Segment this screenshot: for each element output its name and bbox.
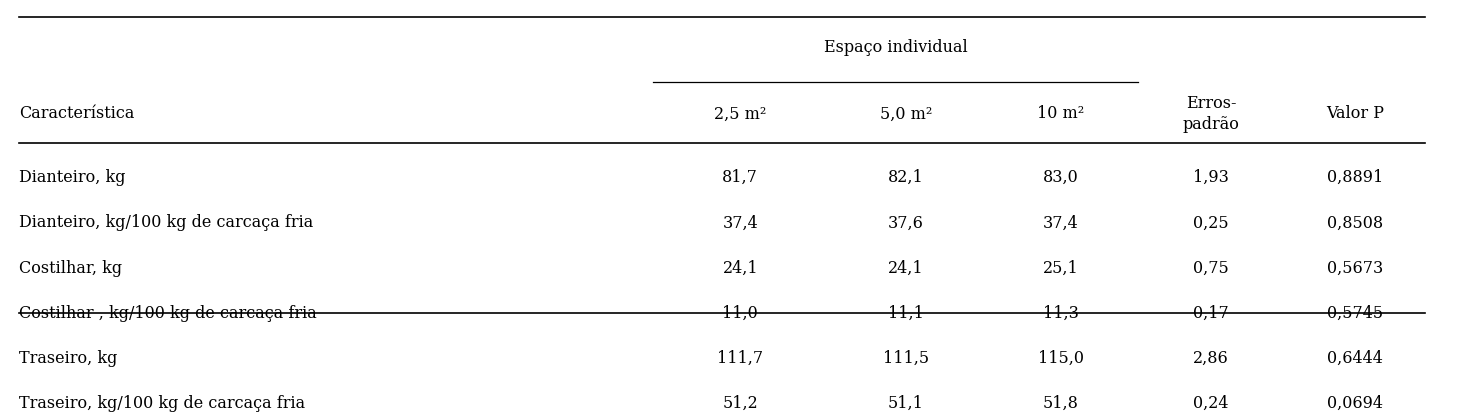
- Text: 0,5673: 0,5673: [1327, 259, 1382, 276]
- Text: 10 m²: 10 m²: [1038, 106, 1085, 123]
- Text: 37,4: 37,4: [1044, 214, 1079, 231]
- Text: 0,6444: 0,6444: [1327, 350, 1382, 367]
- Text: 115,0: 115,0: [1038, 350, 1083, 367]
- Text: 2,86: 2,86: [1193, 350, 1229, 367]
- Text: 0,5745: 0,5745: [1327, 305, 1382, 322]
- Text: 51,2: 51,2: [723, 395, 758, 412]
- Text: 24,1: 24,1: [888, 259, 924, 276]
- Text: 51,1: 51,1: [888, 395, 924, 412]
- Text: 37,6: 37,6: [888, 214, 924, 231]
- Text: Característica: Característica: [19, 106, 133, 123]
- Text: 83,0: 83,0: [1044, 169, 1079, 186]
- Text: 5,0 m²: 5,0 m²: [880, 106, 932, 123]
- Text: 111,5: 111,5: [883, 350, 929, 367]
- Text: 82,1: 82,1: [888, 169, 924, 186]
- Text: Costilhar, kg: Costilhar, kg: [19, 259, 122, 276]
- Text: 11,1: 11,1: [888, 305, 924, 322]
- Text: 24,1: 24,1: [723, 259, 758, 276]
- Text: 1,93: 1,93: [1193, 169, 1229, 186]
- Text: Espaço individual: Espaço individual: [824, 39, 968, 55]
- Text: Dianteiro, kg/100 kg de carcaça fria: Dianteiro, kg/100 kg de carcaça fria: [19, 214, 314, 231]
- Text: 25,1: 25,1: [1044, 259, 1079, 276]
- Text: 0,17: 0,17: [1193, 305, 1229, 322]
- Text: 0,8891: 0,8891: [1327, 169, 1382, 186]
- Text: Dianteiro, kg: Dianteiro, kg: [19, 169, 125, 186]
- Text: 51,8: 51,8: [1042, 395, 1079, 412]
- Text: 11,3: 11,3: [1042, 305, 1079, 322]
- Text: 111,7: 111,7: [717, 350, 764, 367]
- Text: 0,0694: 0,0694: [1327, 395, 1382, 412]
- Text: Costilhar , kg/100 kg de carcaça fria: Costilhar , kg/100 kg de carcaça fria: [19, 305, 317, 322]
- Text: 37,4: 37,4: [723, 214, 758, 231]
- Text: 2,5 m²: 2,5 m²: [714, 106, 767, 123]
- Text: 0,8508: 0,8508: [1327, 214, 1382, 231]
- Text: Traseiro, kg/100 kg de carcaça fria: Traseiro, kg/100 kg de carcaça fria: [19, 395, 305, 412]
- Text: 0,24: 0,24: [1193, 395, 1229, 412]
- Text: 11,0: 11,0: [723, 305, 758, 322]
- Text: 81,7: 81,7: [723, 169, 758, 186]
- Text: 0,25: 0,25: [1193, 214, 1229, 231]
- Text: Valor P: Valor P: [1325, 106, 1384, 123]
- Text: Erros-
padrão: Erros- padrão: [1183, 95, 1240, 133]
- Text: Traseiro, kg: Traseiro, kg: [19, 350, 117, 367]
- Text: 0,75: 0,75: [1193, 259, 1229, 276]
